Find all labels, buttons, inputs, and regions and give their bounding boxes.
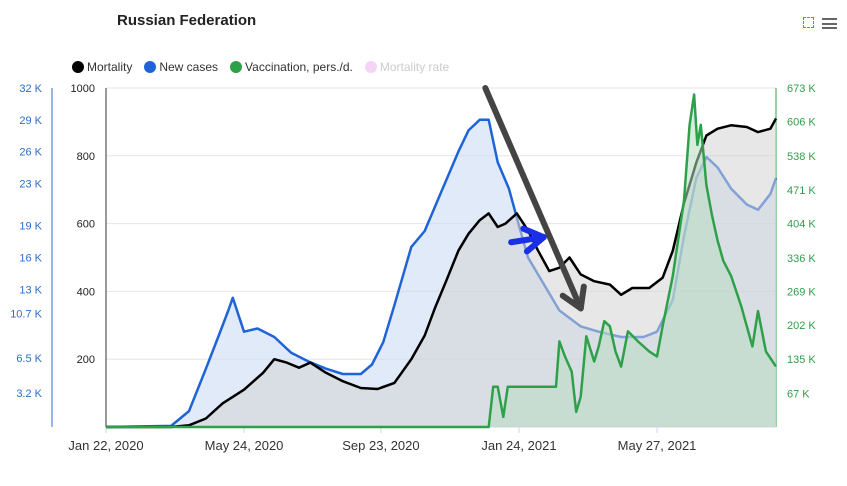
- annotation-arrow: [482, 85, 587, 312]
- y-tick-label-new-cases: 26 K: [19, 147, 42, 159]
- legend-label: Vaccination, pers./d.: [245, 60, 353, 74]
- hamburger-menu-icon[interactable]: [822, 18, 837, 29]
- legend-label: Mortality: [87, 60, 133, 74]
- y-tick-label-new-cases: 6.5 K: [16, 353, 42, 365]
- y-tick-label-new-cases: 3.2 K: [16, 388, 42, 400]
- y-tick-label-new-cases: 23 K: [19, 178, 42, 190]
- series-line-mortality: [106, 117, 778, 429]
- x-tick-label: May 27, 2021: [618, 438, 697, 453]
- y-tick-label-mortality: 1000: [71, 83, 95, 95]
- arrow-shaft: [482, 85, 584, 312]
- chart-title: Russian Federation: [117, 12, 257, 29]
- y-tick-label-new-cases: 10.7 K: [10, 309, 42, 321]
- arrow-shaft: [508, 234, 547, 246]
- chart-menu-button[interactable]: [803, 16, 839, 34]
- x-tick-label: May 24, 2020: [205, 438, 284, 453]
- legend-swatch: [144, 61, 157, 73]
- y-tick-label-vaccination: 135 K: [787, 354, 816, 366]
- legend-swatch: [230, 61, 243, 73]
- y-tick-label-vaccination: 538 K: [787, 151, 816, 163]
- x-tick-label: Jan 22, 2020: [68, 438, 143, 453]
- y-tick-label-mortality: 200: [77, 354, 95, 366]
- y-tick-label-vaccination: 202 K: [787, 320, 816, 332]
- x-tick-label: Sep 23, 2020: [342, 438, 419, 453]
- arrow-head: [523, 234, 547, 255]
- y-tick-label-vaccination: 673 K: [787, 83, 816, 95]
- y-tick-label-new-cases: 29 K: [19, 115, 42, 127]
- series-line-new-cases: [105, 118, 778, 429]
- x-tick-label: Jan 24, 2021: [481, 438, 556, 453]
- legend-label: New cases: [159, 60, 219, 74]
- y-tick-label-new-cases: 13 K: [19, 284, 42, 296]
- legend: Mortality New cases Vaccination, pers./d…: [72, 60, 449, 74]
- y-tick-label-vaccination: 336 K: [787, 253, 816, 265]
- y-tick-label-new-cases: 32 K: [19, 83, 42, 95]
- series-area-new-cases: [106, 119, 776, 428]
- y-tick-label-vaccination: 67 K: [787, 388, 810, 400]
- y-tick-label-mortality: 800: [77, 151, 95, 163]
- y-tick-label-new-cases: 19 K: [19, 221, 42, 233]
- annotation-arrow: [508, 225, 547, 255]
- series-area-vaccination-pers-d: [106, 94, 776, 427]
- legend-item-mortality-rate[interactable]: Mortality rate: [364, 60, 450, 74]
- y-tick-label-vaccination: 606 K: [787, 117, 816, 129]
- legend-item-mortality[interactable]: Mortality: [72, 60, 132, 74]
- arrow-head: [559, 292, 584, 312]
- arrow-head: [577, 283, 587, 312]
- y-tick-label-vaccination: 269 K: [787, 287, 816, 299]
- arrow-head: [520, 225, 547, 241]
- y-tick-label-vaccination: 404 K: [787, 218, 816, 230]
- series-line-vaccination-pers-d: [106, 93, 778, 429]
- legend-swatch: [364, 61, 377, 73]
- legend-label: Mortality rate: [379, 60, 450, 74]
- legend-item-new-cases[interactable]: New cases: [144, 60, 218, 74]
- y-tick-label-mortality: 400: [77, 286, 95, 298]
- y-tick-label-mortality: 600: [77, 219, 95, 231]
- legend-swatch: [72, 61, 84, 73]
- legend-item-vaccination[interactable]: Vaccination, pers./d.: [230, 60, 353, 74]
- selection-icon[interactable]: [803, 17, 814, 28]
- y-tick-label-vaccination: 471 K: [787, 185, 816, 197]
- series-area-mortality: [106, 118, 776, 427]
- y-tick-label-new-cases: 16 K: [19, 253, 42, 265]
